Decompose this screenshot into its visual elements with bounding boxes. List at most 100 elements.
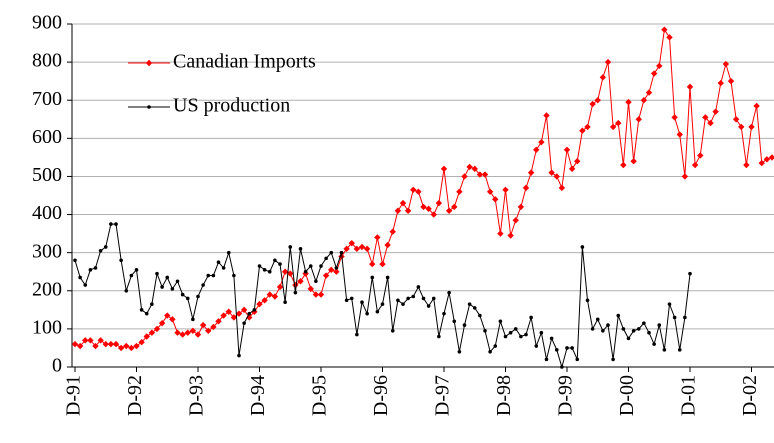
x-tick-label: D-98 [493, 375, 515, 416]
data-point [656, 62, 663, 70]
data-point [339, 250, 344, 255]
data-point [211, 273, 216, 278]
data-point [158, 319, 166, 327]
data-point [727, 77, 735, 85]
data-point [329, 250, 334, 255]
data-point [196, 294, 200, 299]
data-point [437, 334, 441, 339]
data-point [534, 344, 539, 348]
data-point [220, 312, 227, 319]
data-point [334, 266, 339, 270]
data-point [169, 316, 176, 323]
data-point [768, 154, 774, 161]
data-point [529, 315, 533, 320]
data-point [252, 308, 257, 312]
data-point [461, 173, 468, 180]
data-point [697, 152, 704, 159]
data-point [298, 247, 303, 251]
data-point [615, 119, 622, 127]
data-point [467, 302, 472, 306]
data-point [642, 321, 646, 325]
data-point [688, 271, 692, 276]
data-point [712, 108, 719, 115]
data-point [97, 337, 104, 344]
data-point [160, 285, 164, 289]
data-point [442, 311, 446, 316]
data-point [606, 323, 610, 327]
data-point [232, 273, 236, 278]
data-point [210, 323, 217, 331]
x-tick-label: D-93 [186, 375, 208, 416]
data-point [411, 294, 416, 299]
data-point [194, 331, 202, 338]
data-point [544, 357, 549, 362]
y-tick-label: 600 [32, 126, 62, 148]
y-tick-label: 900 [32, 12, 62, 34]
data-point [317, 291, 325, 298]
data-point [431, 296, 436, 301]
x-tick-label: D-91 [63, 375, 85, 416]
data-point [184, 329, 191, 336]
data-point [650, 70, 658, 77]
legend-label: US production [173, 95, 290, 117]
data-point [738, 123, 745, 131]
data-point [671, 114, 678, 121]
data-point [344, 298, 349, 303]
data-point [722, 60, 730, 68]
data-point [763, 156, 771, 163]
data-point [379, 260, 386, 268]
data-point [117, 344, 125, 352]
y-tick-label: 200 [32, 278, 62, 300]
data-point [471, 165, 478, 173]
data-point [476, 171, 484, 178]
data-point [396, 298, 400, 303]
data-point [630, 158, 637, 165]
data-point [155, 271, 159, 276]
data-point [283, 300, 287, 305]
data-point [758, 159, 765, 167]
data-point [507, 232, 514, 239]
data-point [370, 275, 375, 280]
data-point [281, 268, 289, 275]
data-point [560, 365, 564, 369]
data-point [144, 311, 149, 316]
data-point [103, 245, 108, 249]
data-point [256, 300, 263, 308]
y-tick-label: 800 [32, 50, 62, 72]
data-point [553, 173, 560, 180]
data-point [636, 327, 641, 331]
data-point [404, 207, 412, 214]
data-point [240, 306, 248, 314]
data-point [128, 344, 135, 352]
data-point [645, 89, 653, 96]
data-point [743, 161, 750, 169]
legend-label: Canadian Imports [173, 51, 316, 73]
data-point [297, 278, 304, 285]
data-point [549, 336, 554, 341]
data-point [538, 138, 545, 146]
data-point [348, 239, 355, 247]
data-point [374, 234, 381, 241]
data-point [230, 314, 238, 321]
data-point [570, 346, 574, 350]
data-point [410, 186, 417, 193]
data-point [384, 241, 391, 249]
data-point [288, 245, 293, 249]
data-point [462, 323, 467, 327]
data-point [565, 346, 569, 350]
y-tick-label: 300 [32, 240, 62, 262]
data-point [324, 256, 328, 261]
data-point [385, 275, 390, 280]
data-point [257, 264, 262, 268]
data-point [457, 349, 462, 354]
y-tick-label: 400 [32, 202, 62, 224]
data-point [261, 297, 268, 304]
data-point [508, 330, 513, 335]
data-point [563, 146, 571, 153]
data-point [153, 325, 161, 333]
data-point [143, 333, 150, 340]
data-point [87, 337, 94, 344]
data-point [513, 327, 518, 331]
data-point [604, 58, 612, 66]
data-point [226, 250, 231, 255]
